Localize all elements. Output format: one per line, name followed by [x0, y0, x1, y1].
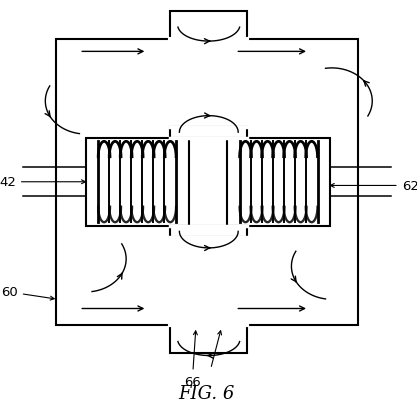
Text: 62: 62 [330, 180, 417, 192]
Bar [170, 128, 247, 138]
Bar [86, 138, 188, 226]
Bar [56, 39, 357, 325]
Bar [170, 226, 247, 237]
Text: 42: 42 [0, 176, 85, 189]
Bar [170, 12, 247, 39]
Text: FIG. 6: FIG. 6 [179, 384, 235, 401]
Text: 60: 60 [1, 286, 54, 300]
Bar [170, 325, 247, 353]
Bar [227, 138, 330, 226]
Text: 66: 66 [184, 331, 201, 388]
